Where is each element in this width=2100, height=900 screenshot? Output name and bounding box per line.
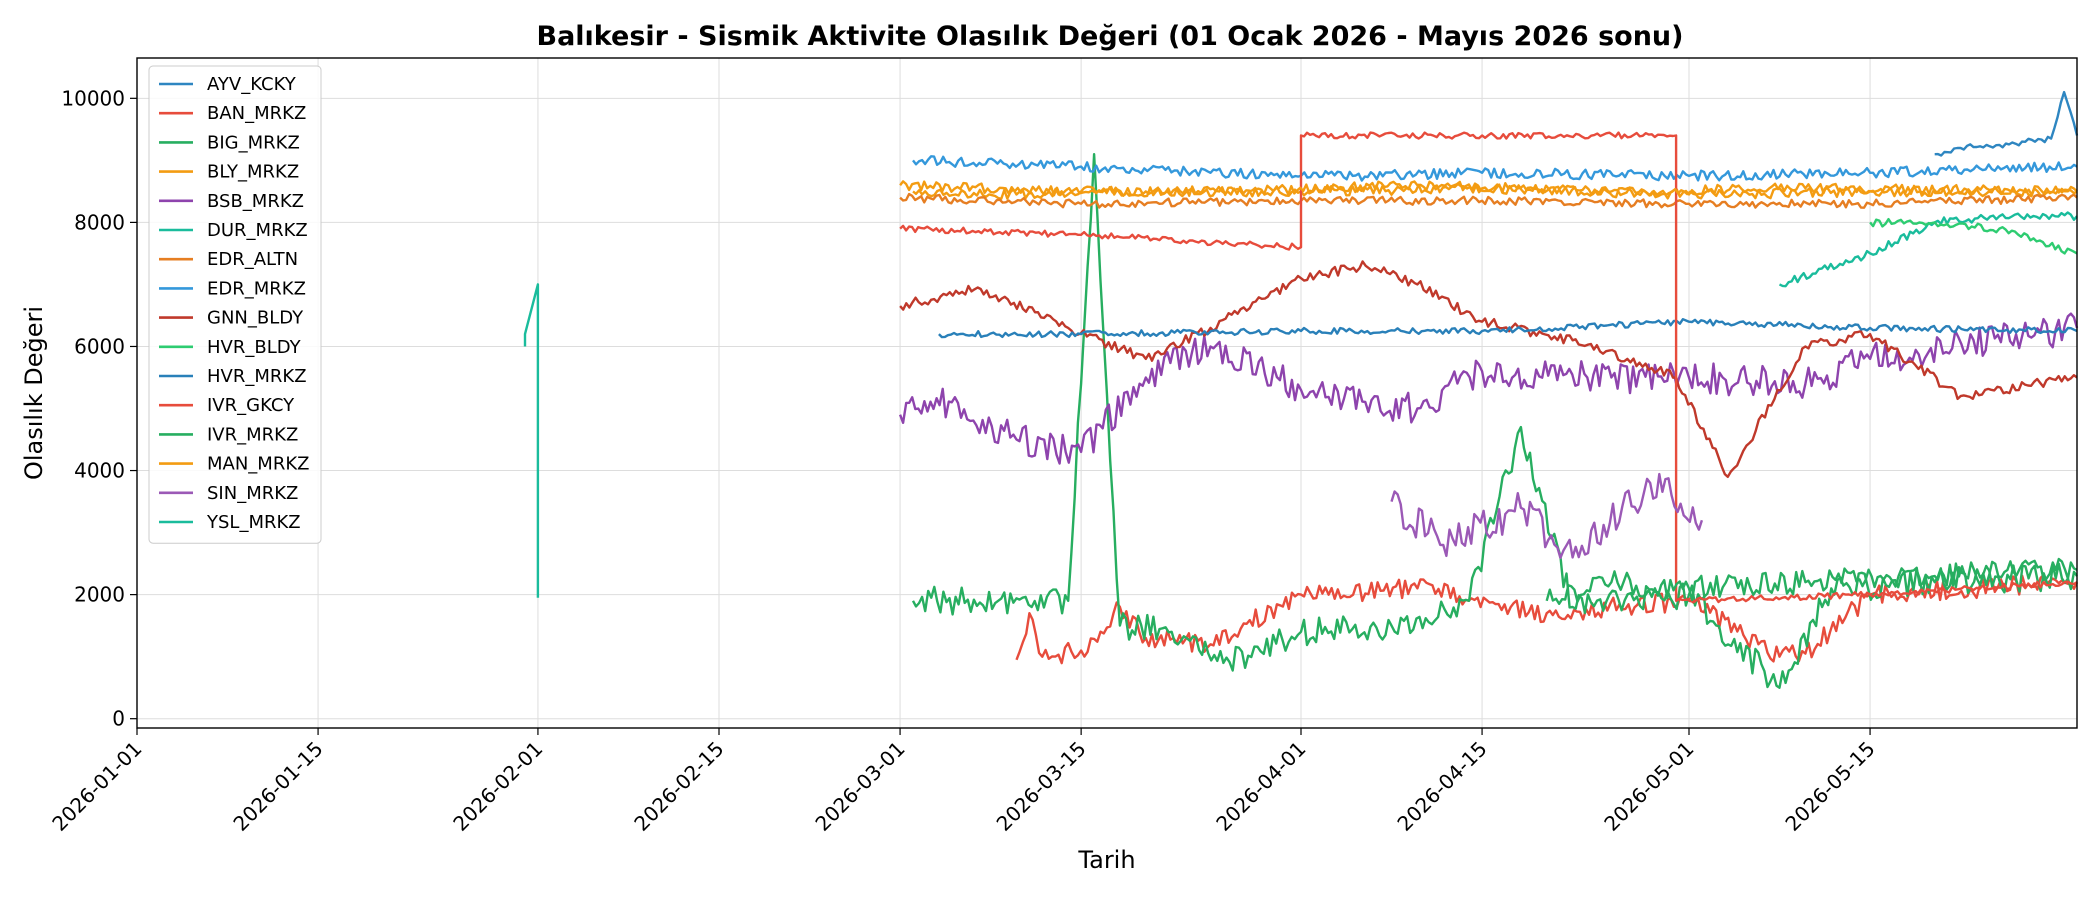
legend-entry: BAN_MRKZ [207, 103, 306, 124]
series-line-ysl-mrkz [523, 283, 540, 598]
legend-entry: BIG_MRKZ [207, 132, 300, 153]
plot-frame [136, 57, 2078, 729]
series-line-bsb-mrkz [898, 312, 2079, 465]
legend-entry: SIN_MRKZ [207, 483, 298, 504]
legend-entry: GNN_BLDY [207, 308, 304, 329]
series-line-man-mrkz [899, 180, 2078, 198]
legend-entry: IVR_MRKZ [207, 424, 298, 445]
series-line-edr-mrkz [912, 155, 2078, 182]
y-tick-label: 10000 [61, 86, 125, 110]
legend-entry: BSB_MRKZ [207, 191, 304, 212]
legend-entry: AYV_KCKY [207, 74, 297, 95]
y-axis-label: Olasılık Değeri [20, 306, 48, 480]
series-line-gnn-bldy [899, 260, 2078, 478]
series-line-dur-mrkz [1778, 211, 2078, 288]
legend-entry: MAN_MRKZ [207, 454, 309, 475]
legend-entry: HVR_BLDY [207, 337, 302, 358]
series-line-ayv-kcky [1934, 90, 2079, 157]
series-line-ivr-gkcy [899, 131, 2078, 604]
series-line-hvr-bldy [1869, 217, 2078, 255]
series-line-big-mrkz [911, 153, 2078, 689]
y-tick-label: 4000 [74, 459, 125, 483]
x-axis-label: Tarih [1077, 846, 1135, 874]
legend-entry: IVR_GKCY [207, 395, 295, 416]
legend-entry: EDR_MRKZ [207, 278, 306, 299]
legend-entry: HVR_MRKZ [207, 366, 307, 387]
y-axis: 0 2000 4000 6000 8000 10000 [61, 86, 137, 731]
series-line-edr-altn [899, 192, 2078, 209]
series-line-hvr-mrkz [938, 318, 2078, 339]
y-tick-label: 6000 [74, 334, 125, 358]
y-tick-label: 8000 [74, 210, 125, 234]
series-line-ivr-mrkz [1545, 557, 2078, 605]
plot-area [523, 90, 2079, 689]
series-line-ban-mrkz [1015, 573, 2079, 665]
series-line-sin-mrkz [1390, 472, 1704, 560]
legend-entry: YSL_MRKZ [206, 512, 301, 533]
y-tick-label: 0 [112, 707, 125, 731]
legend-box [148, 65, 322, 544]
legend-entry: DUR_MRKZ [207, 220, 308, 241]
y-tick-label: 2000 [74, 583, 125, 607]
legend-entry: BLY_MRKZ [207, 162, 299, 183]
legend: AYV_KCKY BAN_MRKZ BIG_MRKZ BLY_MRKZ BSB_MRKZ… [148, 65, 322, 544]
legend-entry: EDR_ALTN [207, 249, 298, 270]
chart-title: Balıkesir - Sismik Aktivite Olasılık Değ… [537, 21, 1684, 52]
